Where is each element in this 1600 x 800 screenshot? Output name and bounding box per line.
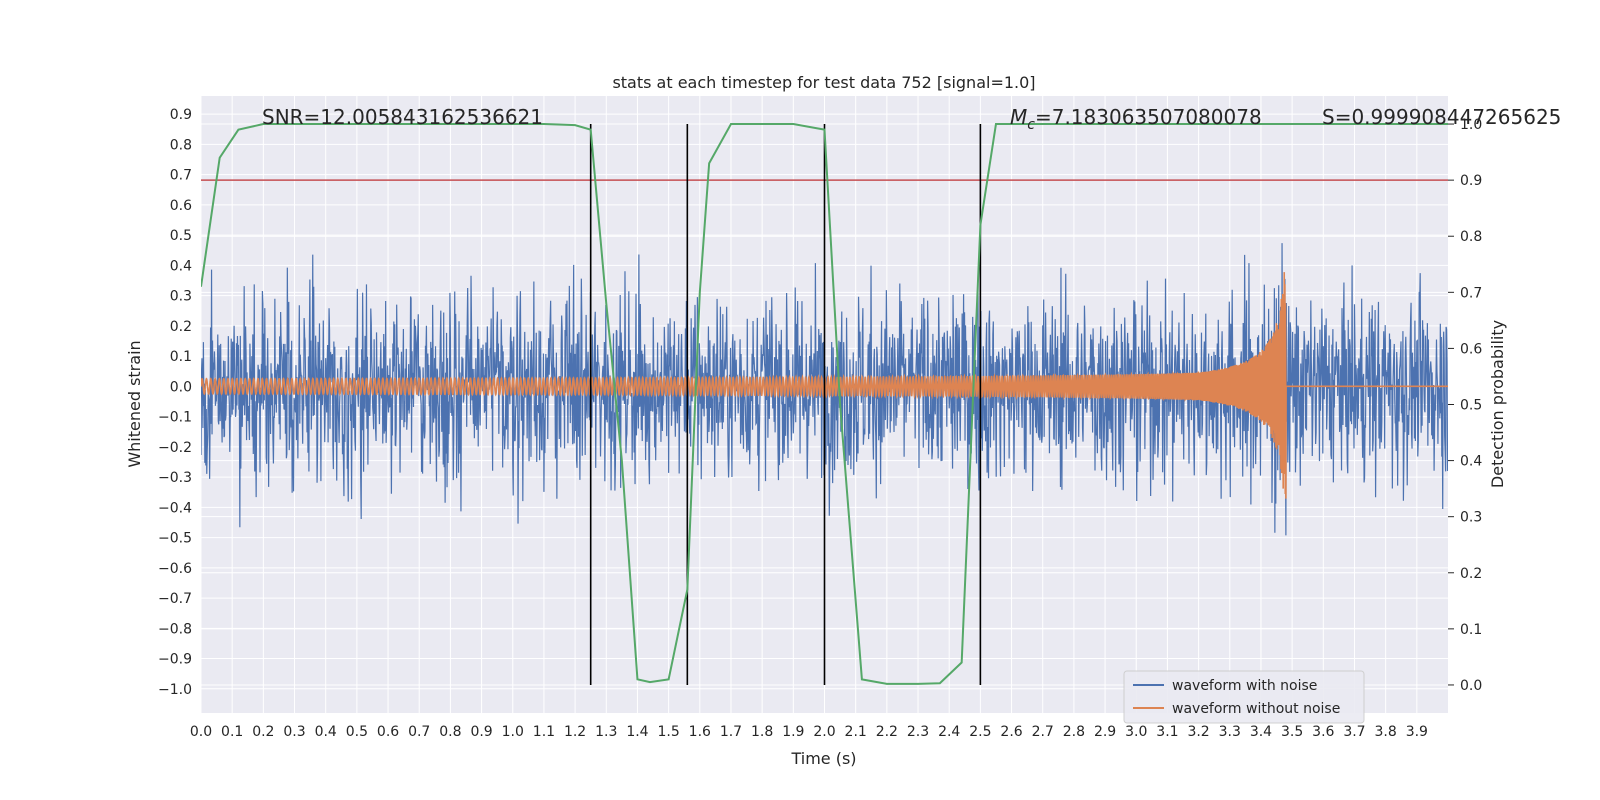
- x-tick-label: 0.4: [315, 724, 337, 740]
- x-tick-label: 0.7: [408, 724, 430, 740]
- x-tick-label: 1.4: [626, 724, 648, 740]
- right-y-tick-label: 0.5: [1460, 398, 1482, 414]
- right-y-tick-label: 0.6: [1460, 341, 1482, 357]
- y-tick-label: 0.7: [170, 168, 192, 184]
- x-tick-label: 0.8: [439, 724, 461, 740]
- x-tick-label: 3.2: [1187, 724, 1209, 740]
- x-tick-label: 2.8: [1063, 724, 1085, 740]
- x-tick-label: 2.5: [969, 724, 991, 740]
- right-y-tick-label: 0.1: [1460, 622, 1482, 638]
- x-axis-ticks: 0.0 0.1 0.2 0.3 0.4 0.5 0.6 0.7 0.8 0.9 1.0 1.1 1.2 1…: [190, 724, 1428, 740]
- y-tick-label: −1.0: [158, 682, 192, 698]
- y-tick-label: 0.5: [170, 228, 192, 244]
- y-tick-label: 0.9: [170, 107, 192, 123]
- x-tick-label: 3.6: [1312, 724, 1334, 740]
- y-tick-label: 0.1: [170, 349, 192, 365]
- x-tick-label: 2.2: [876, 724, 898, 740]
- right-y-tick-label: 0.4: [1460, 454, 1482, 470]
- x-tick-label: 3.9: [1406, 724, 1428, 740]
- x-tick-label: 2.1: [845, 724, 867, 740]
- y-axis-ticks: 0.9 0.8 0.7 0.6 0.5 0.4 0.3 0.2 0.1 0.0 −0.1 −0.2 −0…: [158, 107, 192, 698]
- x-tick-label: 0.6: [377, 724, 399, 740]
- detection-probability-series: [201, 123, 1448, 685]
- x-tick-label: 1.1: [533, 724, 555, 740]
- chirp-mass-subscript: c: [1027, 117, 1035, 133]
- right-y-tick-label: 0.3: [1460, 510, 1482, 526]
- x-tick-label: 2.9: [1094, 724, 1116, 740]
- right-y-tick-label: 0.7: [1460, 285, 1482, 301]
- x-tick-label: 2.6: [1000, 724, 1022, 740]
- y-tick-label: −0.7: [158, 591, 192, 607]
- x-tick-label: 1.2: [564, 724, 586, 740]
- right-y-tick-label: 0.9: [1460, 173, 1482, 189]
- x-tick-label: 1.6: [689, 724, 711, 740]
- x-tick-label: 3.8: [1375, 724, 1397, 740]
- x-tick-label: 3.5: [1281, 724, 1303, 740]
- y-tick-label: −0.1: [158, 410, 192, 426]
- x-tick-label: 0.0: [190, 724, 212, 740]
- x-tick-label: 3.7: [1343, 724, 1365, 740]
- x-tick-label: 1.0: [502, 724, 524, 740]
- x-tick-label: 0.5: [346, 724, 368, 740]
- legend-label-clean: waveform without noise: [1172, 701, 1340, 717]
- y-tick-label: 0.6: [170, 198, 192, 214]
- x-tick-label: 3.1: [1156, 724, 1178, 740]
- right-y-tick-label: 0.2: [1460, 566, 1482, 582]
- legend: waveform with noise waveform without noi…: [1123, 670, 1365, 724]
- chart-title: stats at each timestep for test data 752…: [612, 73, 1035, 92]
- legend-label-noise: waveform with noise: [1172, 678, 1317, 694]
- right-y-axis-label: Detection probability: [1488, 320, 1507, 488]
- y-tick-label: −0.5: [158, 531, 192, 547]
- x-tick-label: 1.8: [751, 724, 773, 740]
- x-tick-label: 3.4: [1250, 724, 1272, 740]
- x-tick-label: 3.3: [1219, 724, 1241, 740]
- x-tick-label: 0.9: [470, 724, 492, 740]
- snr-annotation: SNR=12.005843162536621: [262, 105, 543, 129]
- y-tick-label: 0.2: [170, 319, 192, 335]
- right-y-tick-label: 1.0: [1460, 117, 1482, 133]
- y-tick-label: 0.0: [170, 379, 192, 395]
- x-tick-label: 1.7: [720, 724, 742, 740]
- right-y-tick-label: 0.0: [1460, 678, 1482, 694]
- x-tick-label: 2.4: [938, 724, 960, 740]
- x-tick-label: 0.2: [252, 724, 274, 740]
- legend-box: [1123, 670, 1365, 724]
- y-tick-label: −0.3: [158, 470, 192, 486]
- y-tick-label: −0.2: [158, 440, 192, 456]
- right-y-axis-ticks: 1.0 0.9 0.8 0.7 0.6 0.5 0.4 0.3 0.2 0.1 0.0: [1448, 117, 1482, 694]
- y-tick-label: 0.3: [170, 289, 192, 305]
- x-tick-label: 2.3: [907, 724, 929, 740]
- chirp-mass-symbol: M: [1010, 105, 1027, 129]
- y-tick-label: −0.8: [158, 621, 192, 637]
- chirp-mass-annotation: Mc=7.183063507080078: [1010, 105, 1262, 133]
- x-tick-label: 2.7: [1032, 724, 1054, 740]
- x-tick-label: 1.9: [782, 724, 804, 740]
- x-tick-label: 1.3: [595, 724, 617, 740]
- x-tick-label: 2.0: [813, 724, 835, 740]
- chirp-mass-value: =7.183063507080078: [1035, 105, 1262, 129]
- x-axis-label: Time (s): [790, 749, 856, 768]
- y-tick-label: 0.4: [170, 258, 192, 274]
- score-annotation: S=0.999908447265625: [1322, 105, 1561, 129]
- y-tick-label: −0.4: [158, 500, 192, 516]
- right-y-tick-label: 0.8: [1460, 229, 1482, 245]
- x-tick-label: 1.5: [657, 724, 679, 740]
- x-tick-label: 0.1: [221, 724, 243, 740]
- x-tick-label: 0.3: [283, 724, 305, 740]
- y-tick-label: 0.8: [170, 137, 192, 153]
- y-axis-label: Whitened strain: [125, 340, 144, 467]
- y-tick-label: −0.9: [158, 652, 192, 668]
- y-tick-label: −0.6: [158, 561, 192, 577]
- x-tick-label: 3.0: [1125, 724, 1147, 740]
- segment-boundaries: [589, 124, 982, 685]
